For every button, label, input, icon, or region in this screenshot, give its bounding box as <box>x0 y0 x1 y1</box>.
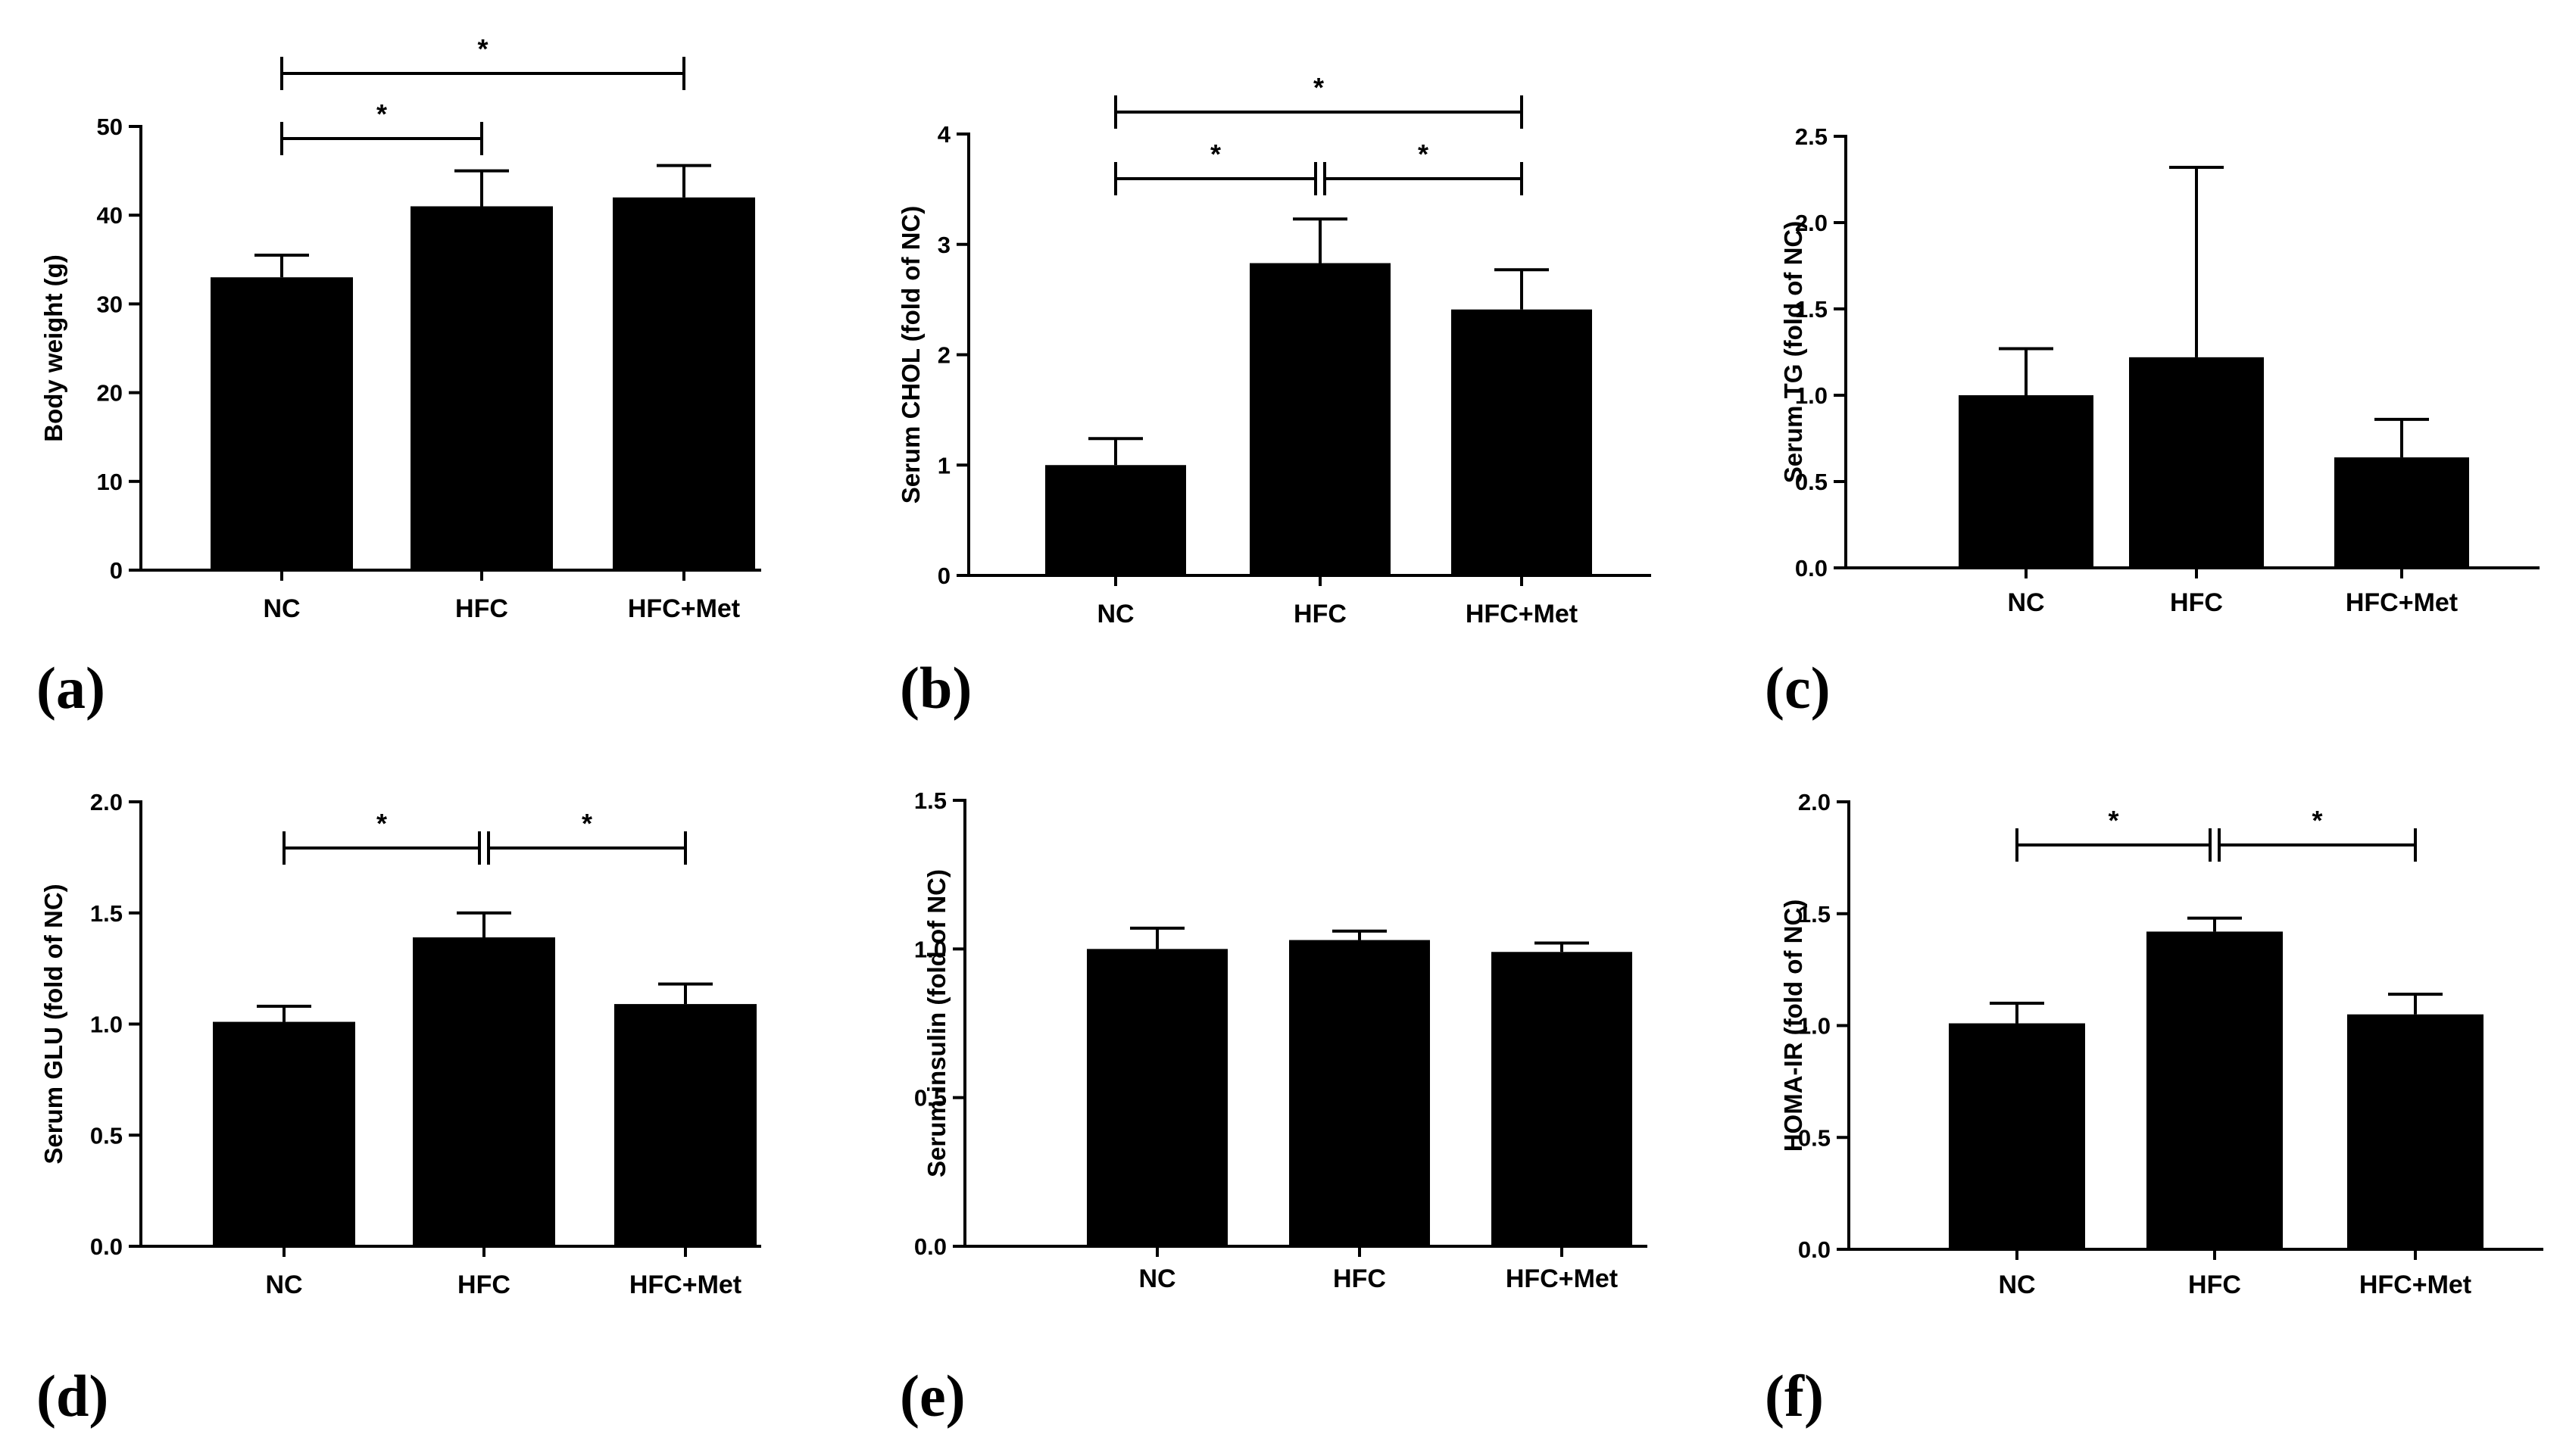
y-tick-label: 0.0 <box>1795 555 1828 581</box>
y-tick-label: 1 <box>938 452 951 479</box>
panel-label: (e) <box>900 1363 966 1429</box>
y-tick-label: 2.5 <box>1795 123 1828 150</box>
panel-label: (f) <box>1765 1363 1824 1429</box>
y-tick-label: 2.0 <box>90 789 123 815</box>
bar <box>2347 1014 2484 1249</box>
bar <box>1250 263 1391 575</box>
y-tick-label: 1.0 <box>914 936 947 962</box>
category-label: HFC+Met <box>2346 588 2458 617</box>
y-tick-label: 50 <box>97 114 123 140</box>
y-axis-label: Serum CHOL (fold of NC) <box>897 206 925 504</box>
bar <box>411 206 553 570</box>
y-tick-label: 10 <box>97 469 123 495</box>
y-tick-label: 0.5 <box>90 1122 123 1149</box>
y-tick-label: 3 <box>938 232 951 258</box>
category-label: NC <box>2007 588 2044 617</box>
significance-star: * <box>1210 139 1221 170</box>
y-tick-label: 20 <box>97 380 123 407</box>
bar <box>1045 465 1186 575</box>
y-tick-label: 1.0 <box>1795 382 1828 409</box>
y-tick-label: 2.0 <box>1795 210 1828 236</box>
y-tick-label: 1.0 <box>1798 1013 1831 1040</box>
y-tick-label: 2.0 <box>1798 789 1831 815</box>
bar <box>613 197 755 570</box>
y-tick-label: 1.5 <box>1795 296 1828 323</box>
significance-star: * <box>2108 805 2118 836</box>
category-label: HFC+Met <box>1506 1264 1618 1293</box>
category-label: HFC+Met <box>2359 1270 2471 1299</box>
category-label: NC <box>263 594 300 623</box>
y-tick-label: 0.5 <box>1798 1124 1831 1151</box>
y-axis-label: Serum GLU (fold of NC) <box>39 884 67 1164</box>
category-label: NC <box>1138 1264 1175 1293</box>
y-tick-label: 0.0 <box>1798 1236 1831 1263</box>
y-tick-label: 30 <box>97 291 123 317</box>
category-label: HFC <box>1294 600 1347 628</box>
bar <box>211 277 353 570</box>
bar <box>2334 457 2469 568</box>
chart-panel: 0.0 0.5 1.0 1.5 NC HFC HFC+Met Serum insulin (f… <box>900 787 1647 1429</box>
bar <box>2129 357 2264 568</box>
category-label: HFC+Met <box>628 594 740 623</box>
significance-star: * <box>1418 139 1428 170</box>
y-tick-label: 1.5 <box>1798 901 1831 928</box>
bar <box>1289 940 1430 1246</box>
panel-label: (a) <box>36 655 105 721</box>
category-label: HFC <box>2170 588 2223 617</box>
bar <box>1959 395 2093 568</box>
y-tick-label: 4 <box>938 121 951 148</box>
category-label: NC <box>1998 1270 2035 1299</box>
bar <box>1451 309 1592 575</box>
panel-label: (b) <box>900 655 972 721</box>
y-tick-label: 40 <box>97 202 123 229</box>
bar <box>1087 949 1228 1246</box>
y-tick-label: 0.5 <box>1795 469 1828 495</box>
panel-label: (d) <box>36 1363 108 1429</box>
category-label: HFC <box>2188 1270 2241 1299</box>
significance-star: * <box>2312 805 2322 836</box>
chart-panel: 0.0 0.5 1.0 1.5 2.0 NC HFC HFC+Met * * Serum GLU (… <box>36 789 761 1429</box>
y-tick-label: 0 <box>110 557 123 584</box>
significance-star: * <box>477 33 488 64</box>
category-label: HFC+Met <box>1466 600 1578 628</box>
chart-panel: 0.0 0.5 1.0 1.5 2.0 2.5 NC HFC HFC+Met Serum TG (… <box>1765 123 2540 721</box>
y-tick-label: 0.0 <box>90 1233 123 1260</box>
category-label: HFC+Met <box>629 1270 741 1299</box>
y-tick-label: 2 <box>938 342 951 369</box>
significance-star: * <box>376 98 387 129</box>
chart-panel: 0.0 0.5 1.0 1.5 2.0 NC HFC HFC+Met * * HOMA-IR (fo… <box>1765 789 2543 1429</box>
bar <box>413 937 555 1246</box>
category-label: NC <box>1097 600 1134 628</box>
y-axis-label: Serum insulin (fold of NC) <box>923 869 951 1177</box>
bar <box>1491 952 1632 1246</box>
y-axis-label: Body weight (g) <box>39 254 67 441</box>
bar <box>614 1004 757 1246</box>
panel-label: (c) <box>1765 655 1831 721</box>
y-tick-label: 1.0 <box>90 1012 123 1038</box>
category-label: NC <box>265 1270 302 1299</box>
y-axis-label: Serum TG (fold of NC) <box>1779 221 1807 483</box>
significance-star: * <box>582 808 592 839</box>
y-tick-label: 0.5 <box>914 1085 947 1111</box>
bar <box>1949 1023 2085 1249</box>
chart-panel: 0 10 20 30 40 50 NC HFC HFC+Met * * Body weight (g)… <box>36 33 761 721</box>
y-tick-label: 0 <box>938 563 951 589</box>
category-label: HFC <box>1333 1264 1386 1293</box>
bar <box>213 1021 355 1246</box>
y-tick-label: 0.0 <box>914 1233 947 1260</box>
category-label: HFC <box>455 594 508 623</box>
y-tick-label: 1.5 <box>90 900 123 927</box>
category-label: HFC <box>457 1270 510 1299</box>
chart-panel: 0 1 2 3 4 NC HFC HFC+Met * * * Serum CHOL (fold of … <box>897 72 1651 721</box>
significance-star: * <box>1313 72 1324 103</box>
bar <box>2146 931 2283 1249</box>
y-tick-label: 1.5 <box>914 787 947 814</box>
y-axis-label: HOMA-IR (fold of NC) <box>1779 899 1807 1152</box>
significance-star: * <box>376 808 387 839</box>
